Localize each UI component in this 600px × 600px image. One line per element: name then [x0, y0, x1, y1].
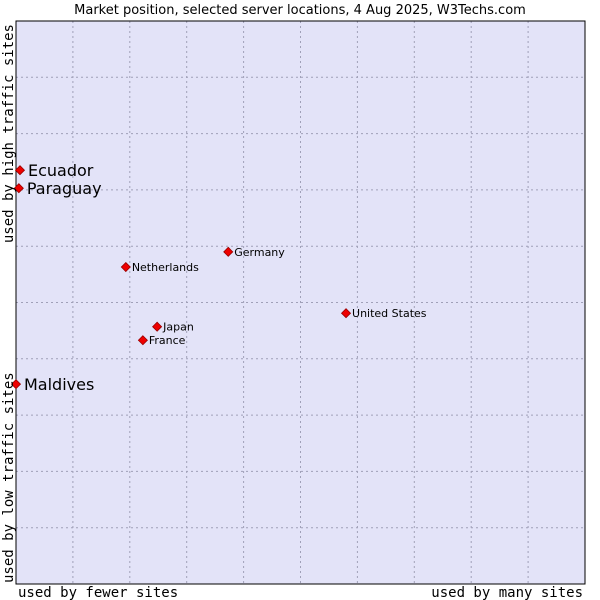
point-marker-netherlands	[120, 261, 131, 273]
point-label-ecuador: Ecuador	[28, 161, 94, 180]
point-label-maldives: Maldives	[24, 375, 94, 394]
point-marker-france	[137, 335, 148, 346]
point-marker-ecuador	[14, 165, 26, 176]
point-label-germany: Germany	[234, 246, 285, 259]
point-label-netherlands: Netherlands	[132, 261, 199, 274]
point-label-united-states: United States	[352, 307, 427, 320]
y-axis-high-label: used by high traffic sites	[1, 24, 17, 243]
plot-border	[15, 20, 586, 585]
gridlines	[16, 21, 585, 584]
point-label-france: France	[149, 334, 186, 347]
point-label-paraguay: Paraguay	[27, 179, 102, 198]
point-marker-japan	[152, 321, 163, 332]
y-axis-low-label: used by low traffic sites	[1, 372, 17, 583]
point-marker-maldives	[10, 379, 22, 390]
point-marker-germany	[223, 246, 234, 257]
x-axis-low-label: used by fewer sites	[18, 585, 178, 600]
point-marker-paraguay	[13, 183, 24, 194]
chart-title: Market position, selected server locatio…	[74, 3, 526, 18]
point-label-japan: Japan	[162, 321, 194, 334]
point-marker-united-states	[340, 308, 352, 319]
x-axis-high-label: used by many sites	[431, 585, 583, 600]
